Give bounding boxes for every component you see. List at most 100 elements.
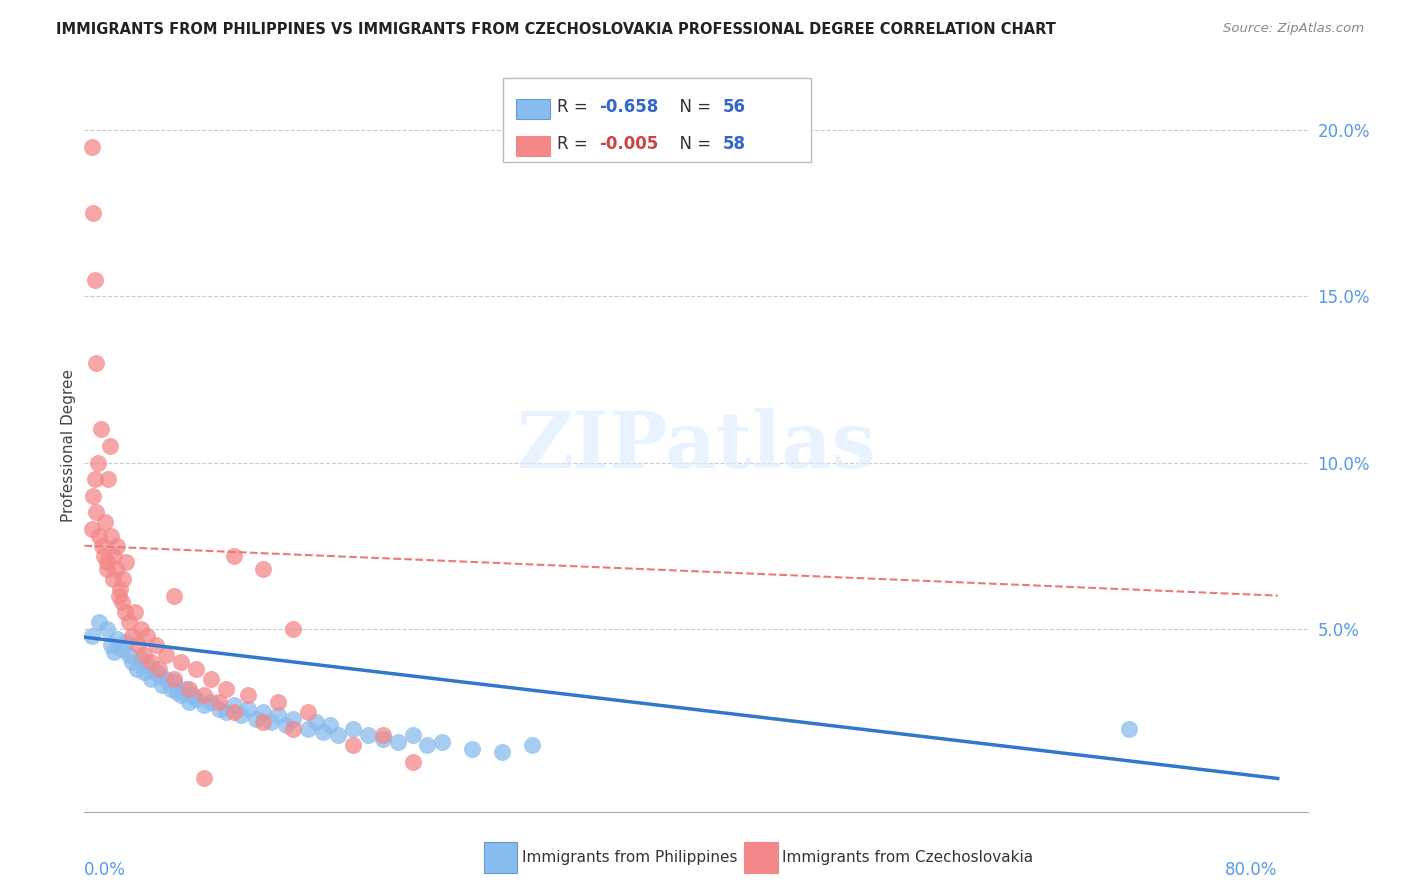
Point (186, 662, 208, 676)
Point (326, 728, 349, 742)
Point (121, 655, 143, 669)
Point (155, 648, 177, 663)
Point (103, 645, 125, 659)
Point (114, 605, 136, 619)
Point (121, 628, 143, 642)
Point (245, 712, 267, 726)
Point (357, 728, 380, 742)
Point (297, 722, 319, 736)
Point (170, 655, 193, 669)
Point (267, 695, 290, 709)
Point (90, 422, 112, 436)
Point (98, 439, 121, 453)
Point (118, 615, 141, 630)
Y-axis label: Professional Degree: Professional Degree (60, 369, 76, 523)
Text: R =: R = (557, 135, 593, 153)
Point (319, 718, 342, 732)
Point (89, 615, 111, 630)
Point (96, 555, 118, 569)
Point (83, 472, 105, 486)
Point (371, 731, 394, 746)
Text: -0.005: -0.005 (599, 135, 658, 153)
Point (150, 678, 173, 692)
Point (215, 705, 238, 719)
Point (222, 549, 245, 563)
Text: 58: 58 (723, 135, 745, 153)
Point (100, 639, 122, 653)
Point (105, 539, 128, 553)
Point (82, 206, 104, 220)
Point (132, 648, 155, 663)
Text: Source: ZipAtlas.com: Source: ZipAtlas.com (1223, 22, 1364, 36)
Point (89, 529, 111, 543)
Point (115, 635, 138, 649)
Text: Immigrants from Czechoslovakia: Immigrants from Czechoslovakia (782, 850, 1033, 864)
Point (371, 728, 394, 742)
Point (97, 472, 120, 486)
Point (222, 705, 245, 719)
Point (136, 658, 159, 673)
Point (432, 735, 454, 749)
Point (222, 698, 245, 713)
Point (132, 665, 155, 679)
Point (100, 529, 122, 543)
Point (274, 718, 297, 732)
Point (163, 675, 186, 690)
Point (80, 522, 103, 536)
Point (193, 698, 215, 713)
Point (342, 722, 364, 736)
Text: IMMIGRANTS FROM PHILIPPINES VS IMMIGRANTS FROM CZECHOSLOVAKIA PROFESSIONAL DEGRE: IMMIGRANTS FROM PHILIPPINES VS IMMIGRANT… (56, 22, 1056, 37)
Point (491, 745, 513, 759)
Point (93, 549, 115, 563)
Point (283, 722, 305, 736)
Point (283, 622, 305, 636)
Point (186, 691, 208, 706)
Point (129, 622, 152, 636)
Point (111, 641, 134, 656)
Text: R =: R = (557, 98, 593, 116)
Point (80, 140, 103, 154)
Point (82, 489, 104, 503)
Point (136, 628, 159, 642)
Point (229, 708, 252, 723)
Point (127, 639, 149, 653)
Point (105, 632, 128, 646)
Point (80, 628, 103, 642)
Point (177, 681, 200, 696)
Point (215, 681, 238, 696)
Point (96, 622, 118, 636)
Point (207, 701, 229, 715)
Point (103, 549, 125, 563)
Point (83, 273, 105, 287)
Point (107, 589, 129, 603)
Point (252, 562, 274, 576)
Point (111, 595, 134, 609)
Point (177, 695, 200, 709)
Point (200, 695, 222, 709)
Text: Immigrants from Philippines: Immigrants from Philippines (522, 850, 737, 864)
Point (112, 572, 135, 586)
Point (124, 605, 146, 619)
Point (118, 648, 141, 663)
Point (125, 662, 148, 676)
Point (312, 725, 335, 739)
Point (200, 672, 222, 686)
Point (401, 755, 423, 769)
Point (96, 562, 118, 576)
Point (174, 681, 197, 696)
Point (148, 662, 170, 676)
Point (141, 655, 163, 669)
Point (163, 589, 186, 603)
Point (1118, 722, 1140, 736)
Point (148, 668, 170, 682)
Point (145, 639, 167, 653)
Point (84, 506, 107, 520)
Text: ZIPatlas: ZIPatlas (516, 408, 876, 484)
Point (94, 516, 117, 530)
Point (91, 539, 114, 553)
Point (84, 356, 107, 370)
Point (387, 735, 409, 749)
Point (180, 689, 202, 703)
Point (193, 689, 215, 703)
Point (238, 689, 260, 703)
